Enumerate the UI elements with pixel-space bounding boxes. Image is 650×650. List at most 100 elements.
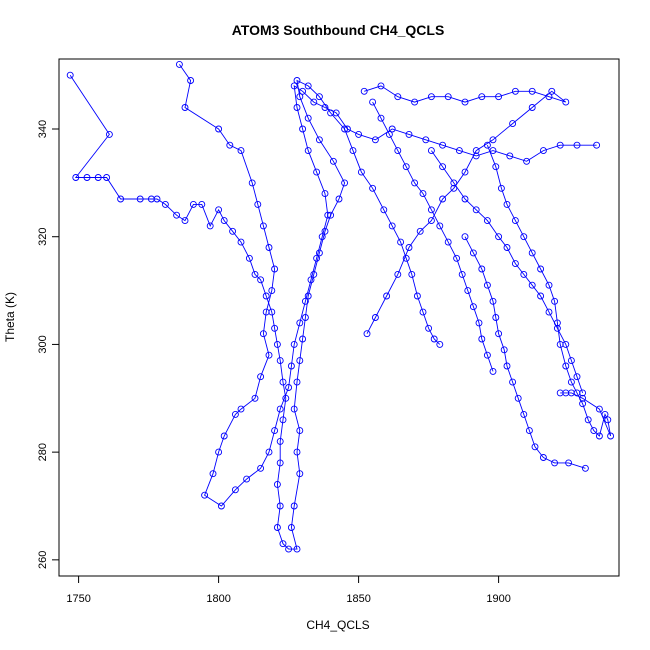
data-point: [562, 340, 570, 348]
data-point: [450, 179, 458, 187]
data-point: [439, 195, 447, 203]
data-point: [276, 437, 284, 445]
data-point: [209, 470, 217, 478]
plot-frame: [58, 58, 620, 577]
data-point: [310, 98, 318, 106]
data-point: [355, 130, 363, 138]
data-point: [72, 174, 80, 181]
data-point: [220, 217, 228, 225]
data-point: [315, 249, 323, 257]
x-axis: 1750 1800 1850 1900: [66, 576, 511, 605]
data-point: [315, 136, 323, 144]
data-point: [500, 346, 508, 354]
data-point: [537, 292, 545, 300]
data-point: [489, 136, 497, 144]
data-point: [469, 249, 477, 257]
data-point: [321, 190, 329, 198]
x-tick-label: 1750: [66, 593, 90, 605]
data-point: [453, 254, 461, 262]
data-point: [215, 206, 223, 214]
data-point: [551, 459, 559, 467]
data-point: [388, 222, 396, 230]
data-point: [455, 147, 463, 155]
series-line: [364, 85, 567, 334]
data-point: [285, 384, 293, 391]
data-point: [411, 179, 419, 187]
data-point: [604, 416, 612, 424]
data-point: [259, 222, 267, 230]
data-point: [528, 104, 536, 111]
data-point: [495, 330, 503, 338]
data-point: [405, 130, 413, 138]
data-point: [304, 114, 312, 122]
data-point: [581, 464, 589, 472]
data-point: [296, 357, 304, 365]
data-point: [343, 125, 351, 133]
data-point: [478, 335, 486, 343]
data-series: [483, 141, 615, 440]
data-point: [483, 281, 491, 289]
data-point: [287, 524, 295, 531]
data-point: [444, 93, 452, 101]
data-point: [103, 174, 111, 181]
data-point: [461, 195, 469, 203]
data-point: [369, 184, 377, 192]
data-point: [405, 244, 413, 251]
data-point: [436, 222, 444, 230]
data-point: [231, 410, 239, 418]
data-point: [301, 297, 309, 305]
data-point: [394, 93, 402, 101]
data-point: [573, 141, 581, 149]
data-point: [509, 120, 517, 128]
data-point: [287, 362, 295, 370]
data-point: [254, 200, 262, 208]
data-point: [573, 373, 581, 381]
data-point: [562, 362, 570, 370]
data-point: [528, 281, 536, 289]
data-point: [276, 459, 284, 467]
data-point: [385, 130, 393, 138]
data-point: [301, 314, 309, 321]
data-point: [458, 270, 466, 278]
data-point: [315, 93, 323, 101]
data-point: [321, 227, 329, 235]
data-point: [251, 270, 259, 278]
data-point: [257, 373, 265, 381]
data-point: [296, 93, 304, 101]
data-series: [461, 233, 589, 472]
data-series: [427, 147, 587, 397]
data-point: [237, 405, 245, 413]
data-point: [545, 281, 553, 289]
data-point: [217, 502, 225, 510]
data-point: [492, 314, 500, 321]
data-point: [579, 394, 587, 402]
data-point: [478, 93, 486, 101]
data-layer: [66, 60, 615, 553]
data-point: [313, 168, 321, 176]
data-point: [380, 206, 388, 214]
data-point: [187, 77, 195, 84]
data-point: [394, 147, 402, 155]
data-point: [237, 147, 245, 155]
data-point: [117, 195, 125, 203]
data-point: [198, 200, 206, 208]
data-series: [175, 60, 601, 510]
data-point: [290, 405, 298, 413]
data-point: [304, 82, 312, 90]
data-point: [318, 233, 326, 241]
data-point: [539, 454, 547, 461]
data-point: [427, 217, 435, 225]
data-point: [332, 109, 340, 117]
data-point: [601, 410, 609, 418]
data-point: [324, 211, 332, 219]
data-series: [360, 82, 570, 338]
data-point: [265, 244, 273, 251]
data-point: [265, 448, 273, 456]
data-point: [220, 432, 228, 440]
data-point: [545, 93, 553, 101]
data-point: [371, 314, 379, 321]
data-point: [444, 238, 452, 246]
data-point: [349, 147, 357, 155]
data-point: [273, 524, 281, 531]
